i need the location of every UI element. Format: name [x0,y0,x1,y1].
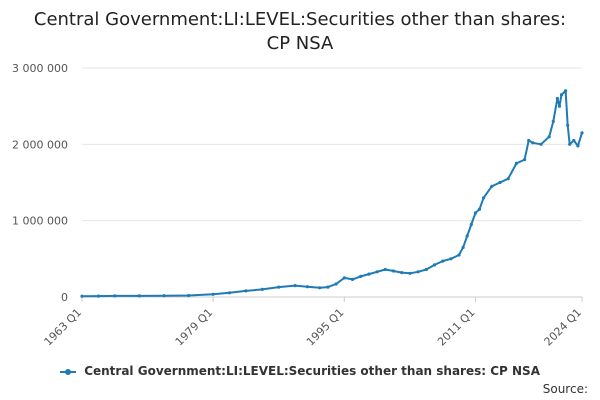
legend-series-label: Central Government:LI:LEVEL:Securities o… [84,364,540,378]
data-point-0-25 [416,270,420,274]
data-point-0-47 [555,96,560,101]
data-point-0-6 [211,292,215,296]
data-point-0-50 [564,89,568,93]
data-point-0-18 [359,274,363,278]
data-point-0-44 [539,142,543,146]
data-point-0-20 [375,270,379,274]
legend[interactable]: Central Government:LI:LEVEL:Securities o… [0,364,600,378]
data-point-0-19 [367,272,371,276]
chart-title: Central Government:LI:LEVEL:Securities o… [0,8,600,56]
data-point-0-33 [469,222,473,227]
y-tick-label-2: 2 000 000 [12,138,68,151]
data-point-0-36 [482,196,486,200]
data-point-0-8 [244,289,248,293]
data-point-0-52 [568,142,572,146]
y-axis-tick-labels: 0 1 000 000 2 000 000 3 000 000 [12,62,68,304]
data-point-0-24 [408,271,412,275]
data-point-0-40 [514,161,519,165]
data-point-0-46 [551,119,555,123]
data-point-0-7 [227,291,232,295]
data-point-0-34 [473,211,477,215]
data-point-0-51 [566,123,570,127]
data-point-0-11 [293,284,297,288]
x-tick-label-4: 2024 Q1 [542,306,585,349]
data-point-0-41 [523,158,527,162]
data-point-0-12 [305,285,309,289]
source-label: Source: [542,382,588,396]
data-point-0-53 [572,138,576,143]
y-tick-label-1: 1 000 000 [12,215,68,228]
data-point-0-54 [576,144,580,148]
data-point-0-14 [326,285,330,289]
data-point-0-37 [490,184,494,188]
data-point-0-48 [557,104,562,108]
data-point-0-3 [137,294,141,298]
data-point-0-10 [277,285,281,289]
data-point-0-4 [162,294,166,298]
data-point-0-0 [80,294,84,298]
data-point-0-30 [457,253,461,257]
data-point-0-23 [400,271,404,275]
data-point-0-38 [498,180,502,185]
data-point-0-28 [441,259,445,263]
data-point-0-35 [477,207,482,211]
data-point-0-15 [334,282,338,286]
data-point-0-39 [506,177,510,181]
data-point-0-21 [383,267,387,272]
legend-series-marker [60,367,76,377]
data-point-0-26 [424,267,428,272]
data-point-0-9 [260,287,264,291]
x-tick-label-1: 1979 Q1 [173,306,216,349]
data-point-0-1 [96,294,100,298]
data-point-0-22 [391,269,396,273]
data-point-0-5 [187,293,191,298]
data-point-0-2 [113,294,117,298]
data-point-0-17 [350,277,355,281]
grid-lines [82,67,582,222]
series-layer [80,89,584,298]
data-point-0-29 [449,257,453,261]
data-point-0-55 [580,131,584,135]
data-point-0-16 [342,276,346,280]
x-axis-tick-labels: 1963 Q1 1979 Q1 1995 Q1 2011 Q1 2024 Q1 [42,306,585,349]
y-tick-label-3: 3 000 000 [12,62,68,75]
data-point-0-27 [432,263,437,267]
data-point-0-42 [527,138,531,143]
data-point-0-43 [531,141,535,145]
chart-title-line-1: Central Government:LI:LEVEL:Securities o… [33,9,567,30]
data-point-0-49 [559,93,564,97]
chart-title-line-2: CP NSA [266,33,334,54]
x-tick-label-2: 1995 Q1 [304,306,347,349]
data-point-0-31 [461,245,465,249]
x-tick-label-0: 1963 Q1 [42,306,85,349]
data-point-0-32 [465,234,469,238]
y-tick-label-0: 0 [61,291,68,304]
data-point-0-45 [547,135,551,139]
data-point-0-13 [318,286,322,290]
series-line-0 [81,89,583,298]
axes [81,296,583,302]
x-tick-label-3: 2011 Q1 [435,306,478,349]
